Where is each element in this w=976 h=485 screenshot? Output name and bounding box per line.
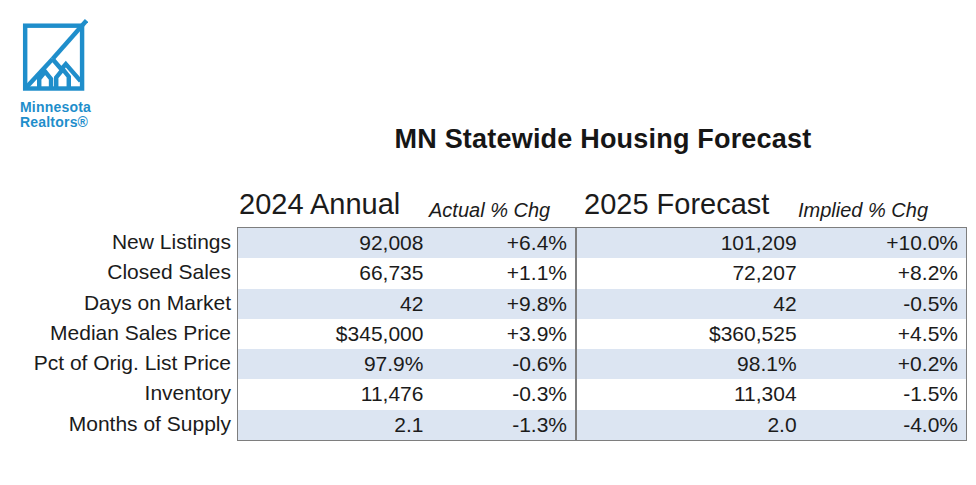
cell-actual-pct-chg: -1.3% xyxy=(433,410,575,440)
cell-2025-forecast-value: 11,304 xyxy=(577,379,803,409)
cell-2024-annual-value: $345,000 xyxy=(238,319,433,349)
cell-2024-annual-value: 2.1 xyxy=(238,410,433,440)
cell-2025-forecast-value: 101,209 xyxy=(577,228,803,258)
table-row: 92,008+6.4% xyxy=(238,228,575,258)
table-2024-section: 92,008+6.4%66,735+1.1%42+9.8%$345,000+3.… xyxy=(237,227,576,441)
table-row: $345,000+3.9% xyxy=(238,319,575,349)
cell-implied-pct-chg: +4.5% xyxy=(803,319,966,349)
cell-2024-annual-value: 97.9% xyxy=(238,349,433,379)
row-label: Months of Supply xyxy=(0,409,231,439)
cell-2025-forecast-value: 72,207 xyxy=(577,258,803,288)
logo-wordmark: Minnesota Realtors® xyxy=(20,100,91,130)
table-row: $360,525+4.5% xyxy=(577,319,966,349)
column-header-implied-chg: Implied % Chg xyxy=(798,199,928,222)
table-row: 97.9%-0.6% xyxy=(238,349,575,379)
row-label: Inventory xyxy=(0,378,231,408)
cell-2025-forecast-value: 2.0 xyxy=(577,410,803,440)
cell-actual-pct-chg: -0.3% xyxy=(433,379,575,409)
cell-2024-annual-value: 42 xyxy=(238,289,433,319)
cell-2024-annual-value: 11,476 xyxy=(238,379,433,409)
table-row: 2.0-4.0% xyxy=(577,410,966,440)
cell-2025-forecast-value: 42 xyxy=(577,289,803,319)
column-header-2025-forecast: 2025 Forecast xyxy=(584,188,769,221)
row-labels-column: New ListingsClosed SalesDays on MarketMe… xyxy=(0,227,231,439)
cell-2025-forecast-value: $360,525 xyxy=(577,319,803,349)
table-row: 66,735+1.1% xyxy=(238,258,575,288)
row-label: New Listings xyxy=(0,227,231,257)
row-label: Closed Sales xyxy=(0,257,231,287)
cell-implied-pct-chg: +0.2% xyxy=(803,349,966,379)
logo: Minnesota Realtors® xyxy=(20,16,91,130)
row-label: Median Sales Price xyxy=(0,318,231,348)
table-row: 72,207+8.2% xyxy=(577,258,966,288)
table-row: 101,209+10.0% xyxy=(577,228,966,258)
cell-actual-pct-chg: +6.4% xyxy=(433,228,575,258)
cell-actual-pct-chg: +9.8% xyxy=(433,289,575,319)
table-row: 42-0.5% xyxy=(577,289,966,319)
page: Minnesota Realtors® MN Statewide Housing… xyxy=(0,0,976,485)
cell-implied-pct-chg: +8.2% xyxy=(803,258,966,288)
logo-text-line2: Realtors® xyxy=(20,115,91,130)
cell-2024-annual-value: 92,008 xyxy=(238,228,433,258)
logo-text-line1: Minnesota xyxy=(20,100,91,115)
row-label: Days on Market xyxy=(0,288,231,318)
cell-actual-pct-chg: -0.6% xyxy=(433,349,575,379)
table-row: 2.1-1.3% xyxy=(238,410,575,440)
cell-implied-pct-chg: -1.5% xyxy=(803,379,966,409)
cell-2024-annual-value: 66,735 xyxy=(238,258,433,288)
table-row: 11,304-1.5% xyxy=(577,379,966,409)
table-row: 42+9.8% xyxy=(238,289,575,319)
cell-implied-pct-chg: -0.5% xyxy=(803,289,966,319)
column-header-2024-annual: 2024 Annual xyxy=(239,188,400,221)
cell-2025-forecast-value: 98.1% xyxy=(577,349,803,379)
row-label: Pct of Orig. List Price xyxy=(0,348,231,378)
cell-actual-pct-chg: +1.1% xyxy=(433,258,575,288)
minnesota-realtors-logo-icon xyxy=(20,16,88,96)
cell-implied-pct-chg: +10.0% xyxy=(803,228,966,258)
table-row: 98.1%+0.2% xyxy=(577,349,966,379)
cell-implied-pct-chg: -4.0% xyxy=(803,410,966,440)
cell-actual-pct-chg: +3.9% xyxy=(433,319,575,349)
table-2025-section: 101,209+10.0%72,207+8.2%42-0.5%$360,525+… xyxy=(576,227,967,441)
table-row: 11,476-0.3% xyxy=(238,379,575,409)
page-title: MN Statewide Housing Forecast xyxy=(240,124,966,155)
column-header-actual-chg: Actual % Chg xyxy=(429,199,550,222)
